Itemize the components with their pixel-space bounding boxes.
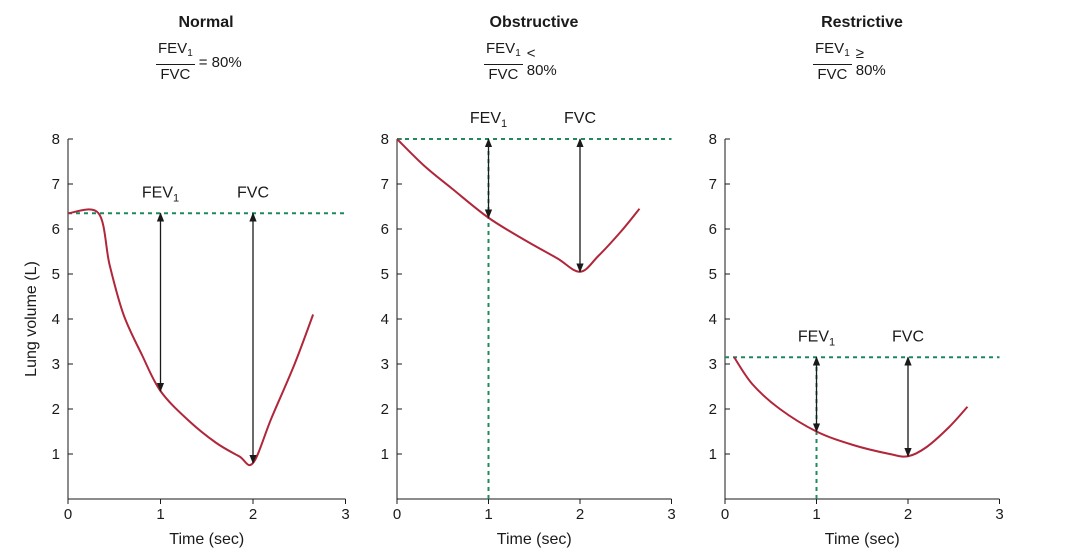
ratio-formula: FEV1 FVC = 80% xyxy=(156,40,242,84)
ratio-numerator: FEV1 xyxy=(813,40,852,65)
fvc-label: FVC xyxy=(237,184,269,201)
x-tick-label: 0 xyxy=(64,506,72,523)
y-tick-label: 5 xyxy=(381,266,389,283)
chart-title: Normal xyxy=(178,14,234,31)
x-axis-label: Time (sec) xyxy=(169,531,244,548)
x-tick-label: 2 xyxy=(249,506,257,523)
y-tick-label: 5 xyxy=(709,266,717,283)
x-tick-label: 2 xyxy=(576,506,584,523)
y-tick-label: 1 xyxy=(381,446,389,463)
y-tick-label: 8 xyxy=(52,131,60,148)
ratio-denominator: FVC xyxy=(817,66,848,83)
y-tick-label: 7 xyxy=(709,176,717,193)
y-tick-label: 3 xyxy=(709,356,717,373)
y-axis-label: Lung volume (L) xyxy=(23,261,40,377)
x-tick-label: 1 xyxy=(156,506,164,523)
ratio-fraction: FEV1 FVC xyxy=(813,40,852,84)
y-tick-label: 6 xyxy=(709,221,717,238)
chart-title: Obstructive xyxy=(489,14,579,31)
ratio-fraction: FEV1 FVC xyxy=(156,40,195,84)
y-tick-label: 4 xyxy=(709,311,717,328)
volume-curve xyxy=(733,356,969,458)
chart-panel-obstructive: Obstructive FEV1 FVC < 80% 0 1 2 3 1 2 3 4 5 6 7 8 T… xyxy=(0,0,676,554)
fvc-label: FVC xyxy=(564,110,596,127)
y-tick-label: 7 xyxy=(381,176,389,193)
chart-title: Restrictive xyxy=(821,14,903,31)
y-tick-label: 6 xyxy=(381,221,389,238)
y-tick-label: 2 xyxy=(381,401,389,418)
y-tick-label: 6 xyxy=(52,221,60,238)
ratio-numerator: FEV1 xyxy=(156,40,195,65)
y-tick-label: 4 xyxy=(52,311,60,328)
x-tick-label: 3 xyxy=(995,506,1003,523)
ratio-formula: FEV1 FVC < 80% xyxy=(484,40,557,84)
y-tick-label: 5 xyxy=(52,266,60,283)
x-tick-label: 3 xyxy=(667,506,675,523)
ratio-numerator: FEV1 xyxy=(484,40,523,65)
ratio-relation: < 80% xyxy=(526,45,557,79)
x-tick-label: 1 xyxy=(484,506,492,523)
x-tick-label: 3 xyxy=(341,506,349,523)
y-tick-label: 8 xyxy=(709,131,717,148)
y-tick-label: 1 xyxy=(52,446,60,463)
ratio-relation: = 80% xyxy=(198,53,242,71)
y-tick-label: 3 xyxy=(381,356,389,373)
x-tick-label: 0 xyxy=(393,506,401,523)
fev1-label: FEV1 xyxy=(142,184,179,204)
chart-panel-normal: Normal FEV1 FVC = 80% 0 1 2 3 1 2 3 4 5 6 7 8 Time (… xyxy=(0,0,350,554)
x-tick-label: 1 xyxy=(812,506,820,523)
y-tick-label: 3 xyxy=(52,356,60,373)
x-axis-label: Time (sec) xyxy=(497,531,572,548)
y-tick-label: 2 xyxy=(709,401,717,418)
ratio-formula: FEV1 FVC ≥ 80% xyxy=(813,40,886,84)
ratio-denominator: FVC xyxy=(160,66,191,83)
volume-curve xyxy=(67,208,315,467)
ratio-fraction: FEV1 FVC xyxy=(484,40,523,84)
ratio-denominator: FVC xyxy=(488,66,519,83)
fev1-label: FEV1 xyxy=(470,110,507,130)
chart-panel-restrictive: Restrictive FEV1 FVC ≥ 80% 0 1 2 3 1 2 3 4 5 6 7 8 T… xyxy=(0,0,1004,554)
fev1-label: FEV1 xyxy=(798,328,835,348)
y-tick-label: 2 xyxy=(52,401,60,418)
y-tick-label: 7 xyxy=(52,176,60,193)
y-tick-label: 4 xyxy=(381,311,389,328)
y-tick-label: 8 xyxy=(381,131,389,148)
x-tick-label: 2 xyxy=(904,506,912,523)
x-tick-label: 0 xyxy=(721,506,729,523)
volume-curve xyxy=(396,138,641,273)
ratio-relation: ≥ 80% xyxy=(855,45,886,79)
y-tick-label: 1 xyxy=(709,446,717,463)
fvc-label: FVC xyxy=(892,328,924,345)
x-axis-label: Time (sec) xyxy=(825,531,900,548)
